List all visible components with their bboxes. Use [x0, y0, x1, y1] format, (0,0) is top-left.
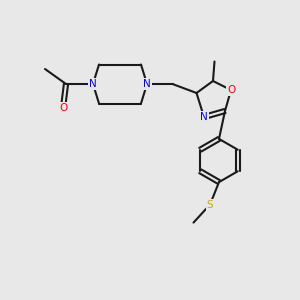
- Text: O: O: [59, 103, 67, 113]
- Text: N: N: [200, 112, 208, 122]
- Text: N: N: [89, 79, 97, 89]
- Text: S: S: [207, 200, 213, 210]
- Text: O: O: [227, 85, 235, 95]
- Text: N: N: [143, 79, 151, 89]
